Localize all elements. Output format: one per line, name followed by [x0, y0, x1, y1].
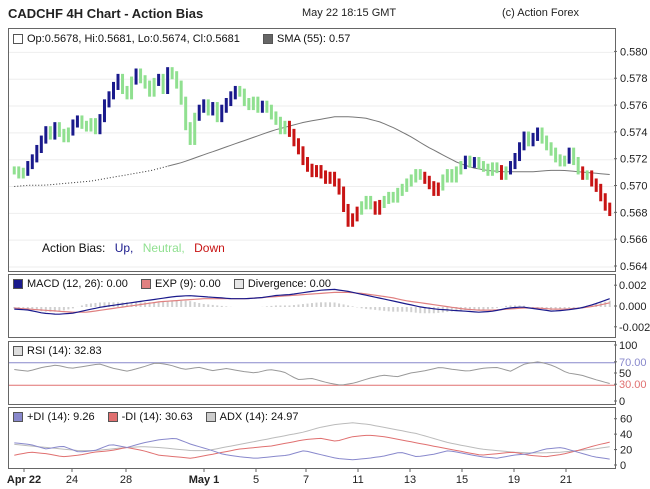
ohlc-legend-text: Op:0.5678, Hi:0.5681, Lo:0.5674, Cl:0.56… [27, 33, 240, 45]
macd-panel: MACD (12, 26): 0.00 EXP (9): 0.00 Diverg… [8, 274, 616, 338]
rsi-line [14, 361, 610, 386]
action-bias-label: Action Bias: [42, 241, 106, 255]
rsi-panel: RSI (14): 32.83 [8, 341, 616, 405]
macd-line [14, 288, 610, 315]
price-axis-label: 0.572 [620, 154, 648, 166]
x-axis-label: Apr 22 [7, 474, 41, 486]
sma-line [167, 116, 610, 175]
adx-legend: ADX (14): 24.97 [219, 411, 299, 423]
minus-di-line [14, 434, 610, 459]
plus-di-legend: +DI (14): 9.26 [27, 411, 95, 423]
macd-axis: 0.002 0.000 -0.002 [614, 280, 650, 334]
copyright-text: (c) Action Forex [502, 7, 580, 19]
x-axis-label: May 1 [189, 474, 220, 486]
rsi-axis-label: 30.00 [619, 379, 647, 391]
x-axis-label: 13 [404, 474, 416, 486]
x-axis-label: 5 [253, 474, 259, 486]
price-axis-label: 0.580 [620, 46, 648, 58]
action-bias-legend: Action Bias: Up, Neutral, Down [42, 241, 225, 255]
dmi-axis-label: 20 [620, 445, 632, 457]
price-panel: Op:0.5678, Hi:0.5681, Lo:0.5674, Cl:0.56… [8, 28, 616, 272]
minus-di-legend: -DI (14): 30.63 [121, 411, 193, 423]
ohlc-legend-swatch [13, 34, 23, 45]
dmi-panel: +DI (14): 9.26 -DI (14): 30.63 ADX (14):… [8, 407, 616, 469]
rsi-axis-label: 70.00 [619, 357, 647, 369]
action-bias-down: Down [194, 241, 225, 255]
macd-chart-svg [13, 288, 611, 315]
dmi-axis: 60 40 20 0 [614, 414, 632, 472]
x-axis-label: 15 [456, 474, 468, 486]
minus-di-legend-swatch [107, 412, 118, 423]
x-axis-label: 28 [120, 474, 132, 486]
rsi-axis-label: 50 [619, 368, 631, 380]
rsi-legend-group: RSI (14): 32.83 [13, 345, 102, 357]
action-bias-neutral: Neutral, [142, 241, 185, 255]
divergence-legend: Divergence: 0.00 [247, 278, 332, 290]
chart-title: CADCHF 4H Chart - Action Bias [8, 6, 204, 21]
macd-legend-swatch [13, 279, 23, 290]
plus-di-line [14, 437, 610, 461]
sma-line-dotted [14, 165, 168, 187]
x-axis-label: 11 [352, 474, 363, 486]
rsi-chart-svg [9, 361, 615, 386]
sma-legend-swatch [263, 34, 273, 45]
rsi-axis-label: 0 [619, 396, 625, 407]
chart-datetime: May 22 18:15 GMT [302, 7, 397, 19]
macd-axis-label: 0.000 [619, 301, 647, 313]
macd-axis-label: -0.002 [619, 322, 650, 334]
dmi-legend-group: +DI (14): 9.26 -DI (14): 30.63 ADX (14):… [13, 411, 299, 423]
price-chart-svg [9, 51, 615, 268]
dmi-axis-label: 40 [620, 429, 632, 441]
exp-line [14, 291, 610, 313]
macd-axis-label: 0.002 [619, 280, 647, 292]
exp-legend: EXP (9): 0.00 [154, 278, 221, 290]
adx-line [14, 422, 610, 454]
rsi-legend-swatch [13, 346, 23, 357]
rsi-axis-label: 100 [619, 340, 637, 352]
action-bias-up: Up, [114, 241, 134, 255]
price-axis: 0.580 0.578 0.576 0.574 0.572 0.570 0.568 0.566… [614, 46, 648, 273]
x-axis-label: 19 [508, 474, 520, 486]
x-axis-label: 21 [560, 474, 572, 486]
plus-di-legend-swatch [13, 412, 23, 423]
divergence-legend-swatch [233, 279, 244, 290]
x-axis-label: 24 [66, 474, 78, 486]
x-axis: Apr 22 24 28 May 1 5 7 11 13 15 19 21 [7, 468, 572, 486]
price-axis-label: 0.570 [620, 181, 648, 193]
exp-legend-swatch [140, 279, 151, 290]
adx-legend-swatch [205, 412, 216, 423]
macd-legend-group: MACD (12, 26): 0.00 EXP (9): 0.00 Diverg… [13, 278, 331, 290]
sma-legend-text: SMA (55): 0.57 [277, 33, 351, 45]
price-axis-label: 0.566 [620, 234, 648, 246]
ohlc-legend: Op:0.5678, Hi:0.5681, Lo:0.5674, Cl:0.56… [13, 33, 240, 45]
price-axis-label: 0.578 [620, 73, 648, 85]
price-axis-label: 0.568 [620, 207, 648, 219]
sma-legend: SMA (55): 0.57 [263, 33, 350, 45]
x-axis-label: 7 [303, 474, 309, 486]
rsi-legend: RSI (14): 32.83 [27, 345, 102, 357]
dmi-chart-svg [14, 422, 610, 461]
dmi-axis-label: 0 [620, 460, 626, 472]
price-axis-label: 0.564 [620, 261, 648, 273]
dmi-axis-label: 60 [620, 414, 632, 426]
price-axis-label: 0.574 [620, 127, 648, 139]
macd-legend: MACD (12, 26): 0.00 [27, 278, 128, 290]
price-axis-label: 0.576 [620, 100, 648, 112]
